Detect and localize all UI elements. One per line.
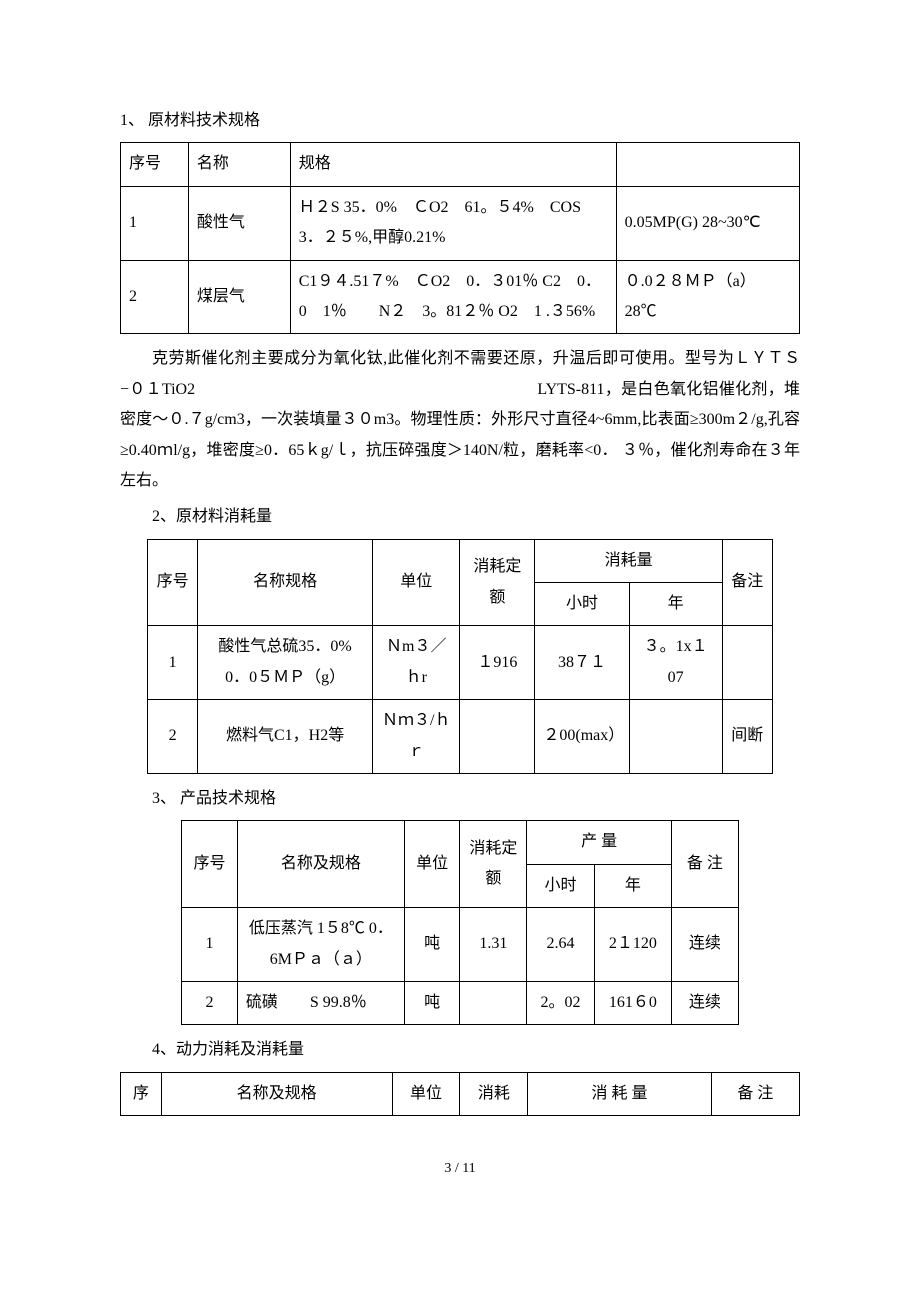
col-unit: 单位	[392, 1072, 460, 1115]
cell-name-spec: 酸性气总硫35．0% 0．0５ＭＰ（g）	[198, 626, 373, 700]
cell-extra: 0.05MP(G) 28~30℃	[616, 186, 799, 260]
cell-name-spec: 低压蒸汽 1５8℃ 0．6MＰａ（ａ）	[237, 908, 404, 982]
cell-name: 酸性气	[188, 186, 290, 260]
cell-year: 2１120	[594, 908, 671, 982]
col-extra	[616, 143, 799, 186]
cell-remark: 连续	[671, 981, 738, 1024]
col-seq: 序号	[148, 539, 198, 626]
cell-quota: １916	[460, 626, 535, 700]
table-row: 2 燃料气C1，H2等 Ｎｍ３/ｈｒ ２00(max） 间断	[148, 700, 773, 774]
table-row: 2 煤层气 C1９４.51７% ＣO2 0．３01％ C2 0．0 1％ N２ …	[121, 260, 800, 334]
table-header-row: 序号 名称 规格	[121, 143, 800, 186]
col-remark: 备 注	[671, 821, 738, 908]
cell-seq: 1	[148, 626, 198, 700]
col-quota: 消耗	[460, 1072, 528, 1115]
cell-remark	[722, 626, 772, 700]
cell-seq: 1	[182, 908, 238, 982]
col-consumption: 消耗量	[535, 539, 722, 582]
table-product-spec: 序号 名称及规格 单位 消耗定额 产 量 备 注 小时 年 1 低压蒸汽 1５8…	[181, 820, 739, 1025]
cell-quota	[460, 981, 527, 1024]
cell-year: ３。1x１07	[629, 626, 722, 700]
cell-seq: 2	[121, 260, 189, 334]
cell-year	[629, 700, 722, 774]
cell-hour: 38７１	[535, 626, 629, 700]
page-number: 3 / 11	[120, 1156, 800, 1183]
table-power-consumption: 序 名称及规格 单位 消耗 消 耗 量 备 注	[120, 1072, 800, 1116]
col-name-spec: 名称及规格	[237, 821, 404, 908]
col-consumption: 消 耗 量	[528, 1072, 711, 1115]
cell-extra: ０.0２８ＭＰ（a） 28℃	[616, 260, 799, 334]
cell-quota	[460, 700, 535, 774]
section-1-title: 1、 原材料技术规格	[120, 106, 800, 136]
cell-hour: 2.64	[527, 908, 595, 982]
catalyst-paragraph: 克劳斯催化剂主要成分为氧化钛,此催化剂不需要还原，升温后即可使用。型号为ＬＹＴＳ…	[120, 344, 800, 496]
cell-unit: 吨	[404, 908, 460, 982]
table-header-row: 序号 名称及规格 单位 消耗定额 产 量 备 注	[182, 821, 739, 864]
cell-seq: 2	[182, 981, 238, 1024]
cell-unit: Ｎm３／ｈr	[373, 626, 460, 700]
cell-name: 煤层气	[188, 260, 290, 334]
col-seq: 序号	[182, 821, 238, 908]
col-unit: 单位	[404, 821, 460, 908]
col-remark: 备 注	[711, 1072, 799, 1115]
col-spec: 规格	[290, 143, 616, 186]
col-name: 名称	[188, 143, 290, 186]
table-row: 1 低压蒸汽 1５8℃ 0．6MＰａ（ａ） 吨 1.31 2.64 2１120 …	[182, 908, 739, 982]
col-seq: 序号	[121, 143, 189, 186]
col-output: 产 量	[527, 821, 672, 864]
cell-seq: 2	[148, 700, 198, 774]
col-unit: 单位	[373, 539, 460, 626]
table-header-row: 序号 名称规格 单位 消耗定额 消耗量 备注	[148, 539, 773, 582]
table-raw-materials-consumption: 序号 名称规格 单位 消耗定额 消耗量 备注 小时 年 1 酸性气总硫35．0%…	[147, 539, 773, 774]
cell-name-spec: 硫磺 S 99.8％	[237, 981, 404, 1024]
cell-unit: Ｎｍ３/ｈｒ	[373, 700, 460, 774]
col-hour: 小时	[535, 583, 629, 626]
section-4-title: 4、动力消耗及消耗量	[120, 1035, 800, 1065]
cell-unit: 吨	[404, 981, 460, 1024]
section-2-title: 2、原材料消耗量	[120, 502, 800, 532]
cell-quota: 1.31	[460, 908, 527, 982]
cell-hour: 2。02	[527, 981, 595, 1024]
col-name-spec: 名称及规格	[161, 1072, 392, 1115]
cell-spec: C1９４.51７% ＣO2 0．３01％ C2 0．0 1％ N２ 3。81２％…	[290, 260, 616, 334]
col-quota: 消耗定额	[460, 821, 527, 908]
col-remark: 备注	[722, 539, 772, 626]
cell-remark: 连续	[671, 908, 738, 982]
col-name-spec: 名称规格	[198, 539, 373, 626]
table-row: 1 酸性气 Ｈ２S 35．0% ＣO2 61。５4% COS 3．２５%,甲醇0…	[121, 186, 800, 260]
col-hour: 小时	[527, 864, 595, 907]
col-year: 年	[629, 583, 722, 626]
table-row: 2 硫磺 S 99.8％ 吨 2。02 161６0 连续	[182, 981, 739, 1024]
col-seq: 序	[121, 1072, 162, 1115]
table-raw-materials-spec: 序号 名称 规格 1 酸性气 Ｈ２S 35．0% ＣO2 61。５4% COS …	[120, 142, 800, 334]
col-quota: 消耗定额	[460, 539, 535, 626]
cell-seq: 1	[121, 186, 189, 260]
cell-hour: ２00(max）	[535, 700, 629, 774]
cell-remark: 间断	[722, 700, 772, 774]
section-3-title: 3、 产品技术规格	[120, 784, 800, 814]
cell-spec: Ｈ２S 35．0% ＣO2 61。５4% COS 3．２５%,甲醇0.21%	[290, 186, 616, 260]
col-year: 年	[594, 864, 671, 907]
cell-year: 161６0	[594, 981, 671, 1024]
table-row: 1 酸性气总硫35．0% 0．0５ＭＰ（g） Ｎm３／ｈr １916 38７１ …	[148, 626, 773, 700]
table-header-row: 序 名称及规格 单位 消耗 消 耗 量 备 注	[121, 1072, 800, 1115]
cell-name-spec: 燃料气C1，H2等	[198, 700, 373, 774]
